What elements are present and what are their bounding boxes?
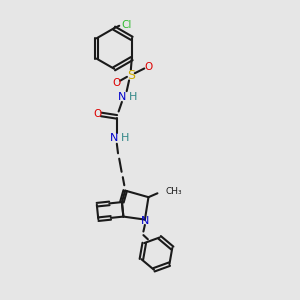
Text: N: N (110, 134, 118, 143)
Text: CH₃: CH₃ (166, 187, 182, 196)
Text: S: S (127, 68, 135, 82)
Text: N: N (141, 216, 149, 226)
Text: O: O (144, 62, 152, 72)
Text: O: O (112, 77, 121, 88)
Text: Cl: Cl (121, 20, 131, 30)
Text: N: N (118, 92, 126, 101)
Text: O: O (94, 110, 102, 119)
Text: H: H (128, 92, 137, 101)
Text: H: H (121, 134, 129, 143)
